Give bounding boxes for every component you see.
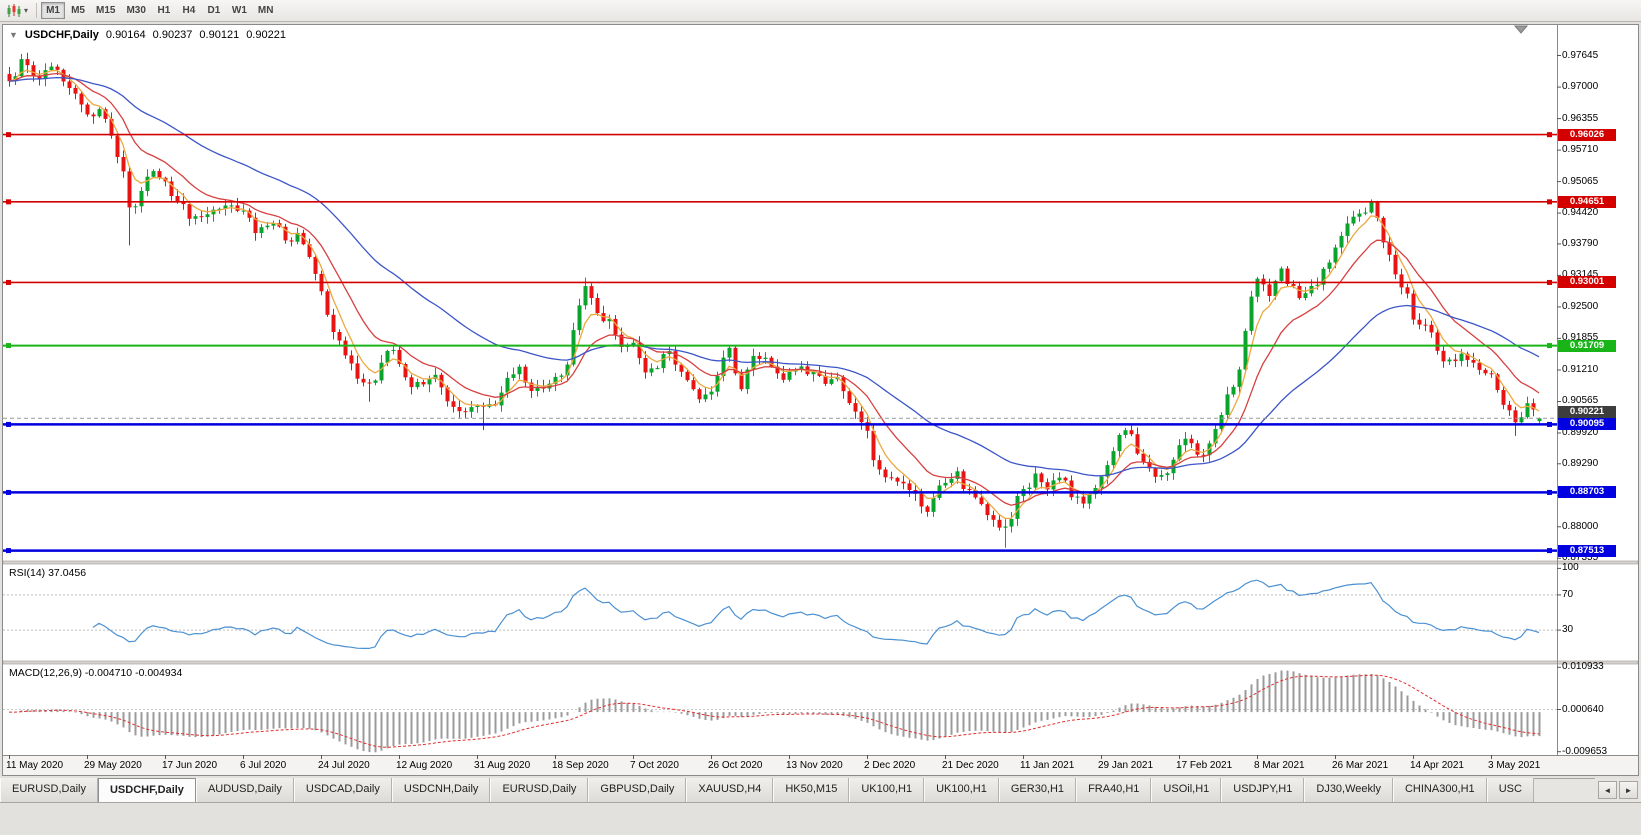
toolbar-separator: [36, 3, 38, 18]
chart-tab-uk100-h1[interactable]: UK100,H1: [924, 778, 999, 802]
timeframe-button-m30[interactable]: M30: [126, 5, 146, 16]
candles: [7, 52, 1542, 548]
date-axis-strip: [3, 755, 1638, 775]
chart-tab-uk100-h1[interactable]: UK100,H1: [849, 778, 925, 802]
toolbar: ▾ M1 M5 M15 M30 H1 H4 D1 W1 MN: [0, 0, 1641, 22]
tab-scroll-left-button[interactable]: ◄: [1598, 781, 1617, 799]
hline-right-handle[interactable]: [1547, 489, 1552, 495]
chart-tab-ger30-h1[interactable]: GER30,H1: [998, 778, 1077, 802]
ma-mid-line: [8, 72, 1540, 506]
timeframe-buttons: M1 M5 M15 M30 H1 H4 D1 W1 MN: [41, 2, 279, 19]
chart-tab-usdcnh-daily[interactable]: USDCNH,Daily: [391, 778, 491, 802]
hline-right-handle[interactable]: [1547, 279, 1552, 285]
timeframe-button-m5[interactable]: M5: [71, 5, 85, 16]
macd-signal-line: [9, 674, 1540, 748]
chart-tab-eurusd-daily[interactable]: EURUSD,Daily: [0, 778, 98, 802]
window-background: [0, 804, 1641, 835]
hline-left-handle[interactable]: [6, 421, 11, 427]
macd-histogram: [14, 670, 1541, 753]
chart-type-button[interactable]: ▾: [2, 2, 32, 20]
candlestick-chart-icon: [7, 3, 21, 17]
chart-tabs: EURUSD,Daily USDCHF,Daily AUDUSD,Daily USDC…: [0, 778, 1595, 802]
panel-splitter-main-rsi[interactable]: [3, 560, 1638, 565]
hline-left-handle[interactable]: [6, 132, 11, 138]
hline-right-handle[interactable]: [1547, 132, 1552, 138]
tab-scroll-controls: ◄ ►: [1595, 778, 1641, 802]
hline-right-handle[interactable]: [1547, 343, 1552, 349]
chart-tab-china300-h1[interactable]: CHINA300,H1: [1392, 778, 1487, 802]
hline-left-handle[interactable]: [6, 199, 11, 205]
timeframe-button-m15[interactable]: M15: [96, 5, 116, 16]
chart-window[interactable]: 0.97645 0.97000 0.96355 0.95710 0.95065 0.944…: [2, 24, 1639, 776]
hline-right-handle[interactable]: [1547, 199, 1552, 205]
chart-shift-marker-icon[interactable]: [1513, 25, 1529, 34]
chart-tab-usdjpy-h1[interactable]: USDJPY,H1: [1221, 778, 1305, 802]
chart-tab-fra40-h1[interactable]: FRA40,H1: [1076, 778, 1152, 802]
chart-tab-usc[interactable]: USC: [1486, 778, 1534, 802]
ma-slow-line: [8, 76, 1540, 477]
chart-canvas[interactable]: [3, 25, 1638, 775]
chart-tab-dj30-weekly[interactable]: DJ30,Weekly: [1304, 778, 1393, 802]
chart-tab-audusd-daily[interactable]: AUDUSD,Daily: [195, 778, 294, 802]
chart-tab-usoil-h1[interactable]: USOil,H1: [1151, 778, 1222, 802]
dropdown-caret-icon: ▾: [24, 5, 29, 15]
tab-scroll-right-button[interactable]: ►: [1619, 781, 1638, 799]
timeframe-button-d1[interactable]: D1: [207, 5, 221, 16]
chart-tab-hk50-m15[interactable]: HK50,M15: [773, 778, 850, 802]
chart-tab-usdchf-daily[interactable]: USDCHF,Daily: [97, 778, 196, 802]
chart-tab-usdcad-daily[interactable]: USDCAD,Daily: [293, 778, 392, 802]
panel-splitter-rsi-macd[interactable]: [3, 660, 1638, 665]
hline-left-handle[interactable]: [6, 343, 11, 349]
hline-left-handle[interactable]: [6, 489, 11, 495]
timeframe-button-w1[interactable]: W1: [231, 5, 247, 16]
ma-fast-line: [8, 69, 1540, 520]
hline-right-handle[interactable]: [1547, 421, 1552, 427]
chart-tab-gbpusd-daily[interactable]: GBPUSD,Daily: [588, 778, 687, 802]
timeframe-button-h1[interactable]: H1: [157, 5, 171, 16]
timeframe-button-mn[interactable]: MN: [257, 5, 274, 16]
timeframe-button-m1[interactable]: M1: [41, 2, 66, 19]
chart-tab-eurusd-daily[interactable]: EURUSD,Daily: [490, 778, 589, 802]
chart-tab-xauusd-h4[interactable]: XAUUSD,H4: [686, 778, 774, 802]
hline-left-handle[interactable]: [6, 548, 11, 554]
rsi-line: [92, 579, 1540, 649]
chart-tab-bar: EURUSD,Daily USDCHF,Daily AUDUSD,Daily USDC…: [0, 778, 1641, 803]
hline-right-handle[interactable]: [1547, 548, 1552, 554]
hline-left-handle[interactable]: [6, 279, 11, 285]
timeframe-button-h4[interactable]: H4: [182, 5, 196, 16]
